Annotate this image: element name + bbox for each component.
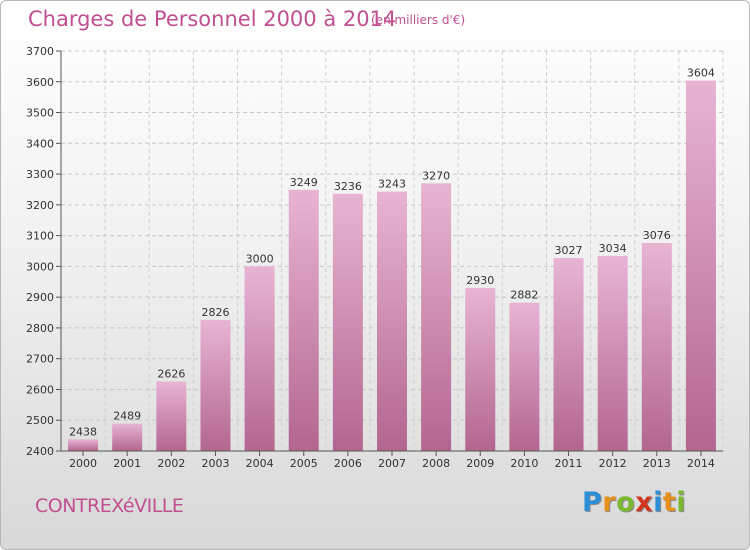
logo-letter: x	[635, 487, 654, 518]
bar	[68, 439, 99, 451]
y-tick-label: 3100	[26, 230, 54, 243]
bar-value-label: 2826	[201, 306, 229, 319]
bar	[421, 183, 452, 452]
y-tick-label: 2600	[26, 383, 54, 396]
bar-value-label: 3249	[290, 176, 318, 189]
x-tick-label: 2000	[69, 457, 97, 470]
bar	[641, 243, 672, 451]
y-tick-label: 3600	[26, 76, 54, 89]
bar-value-label: 3000	[246, 252, 274, 265]
x-tick-label: 2009	[466, 457, 494, 470]
y-tick-label: 3700	[26, 45, 54, 58]
bar	[553, 258, 584, 451]
bar-value-label: 3236	[334, 180, 362, 193]
bar-value-label: 2626	[157, 367, 185, 380]
bar-value-label: 2930	[466, 274, 494, 287]
y-tick-label: 3200	[26, 199, 54, 212]
logo-letter: r	[602, 487, 617, 518]
logo-letter: P	[582, 487, 603, 518]
x-tick-label: 2013	[643, 457, 671, 470]
bar	[288, 189, 319, 451]
x-tick-label: 2002	[157, 457, 185, 470]
proxiti-logo: Proxiti	[582, 487, 686, 518]
bar	[244, 266, 275, 451]
x-tick-label: 2008	[422, 457, 450, 470]
axes: 2400 2500 2600 2700 2800 2900 3000 3100 3200 3300…	[26, 45, 723, 470]
y-tick-label: 3000	[26, 260, 54, 273]
bar-value-label: 2489	[113, 410, 141, 423]
y-tick-label: 2900	[26, 291, 54, 304]
bar-value-label: 3270	[422, 169, 450, 182]
y-tick-label: 2700	[26, 353, 54, 366]
chart-subtitle: (en milliers d'€)	[371, 13, 466, 27]
bar	[112, 423, 143, 451]
logo-letter: t	[662, 487, 677, 518]
bar-value-label: 3034	[599, 242, 627, 255]
x-tick-label: 2001	[113, 457, 141, 470]
bar	[377, 191, 407, 451]
bars: 2438 2489 2626 2826 3000 3249 3236 3243 3270 2930…	[68, 67, 716, 452]
bar-value-label: 3604	[687, 67, 715, 80]
x-tick-label: 2012	[599, 457, 627, 470]
bar	[332, 193, 363, 451]
chart-title: Charges de Personnel 2000 à 2014	[28, 7, 397, 31]
y-tick-label: 2500	[26, 414, 54, 427]
bar	[200, 319, 231, 451]
bar	[597, 255, 628, 451]
x-tick-label: 2011	[555, 457, 583, 470]
bar	[509, 302, 540, 451]
commune-name: CONTREXéVILLE	[35, 495, 184, 517]
bar	[685, 80, 716, 452]
bar-value-label: 3027	[555, 244, 583, 257]
x-tick-label: 2014	[687, 457, 715, 470]
y-tick-label: 3300	[26, 168, 54, 181]
bar-value-label: 2438	[69, 425, 97, 438]
bar	[465, 287, 496, 451]
logo-letter: i	[676, 487, 687, 518]
y-tick-label: 3500	[26, 107, 54, 120]
x-tick-label: 2010	[510, 457, 538, 470]
x-tick-label: 2006	[334, 457, 362, 470]
x-tick-label: 2003	[201, 457, 229, 470]
logo-letter: o	[616, 487, 636, 518]
y-tick-label: 2400	[26, 445, 54, 458]
y-tick-label: 2800	[26, 322, 54, 335]
x-tick-label: 2007	[378, 457, 406, 470]
y-tick-label: 3400	[26, 137, 54, 150]
logo-letter: i	[653, 487, 663, 518]
bar	[156, 381, 187, 451]
bar-value-label: 3243	[378, 178, 406, 191]
x-tick-label: 2004	[246, 457, 274, 470]
bar-value-label: 2882	[510, 289, 538, 302]
x-tick-label: 2005	[290, 457, 318, 470]
bar-value-label: 3076	[643, 229, 671, 242]
